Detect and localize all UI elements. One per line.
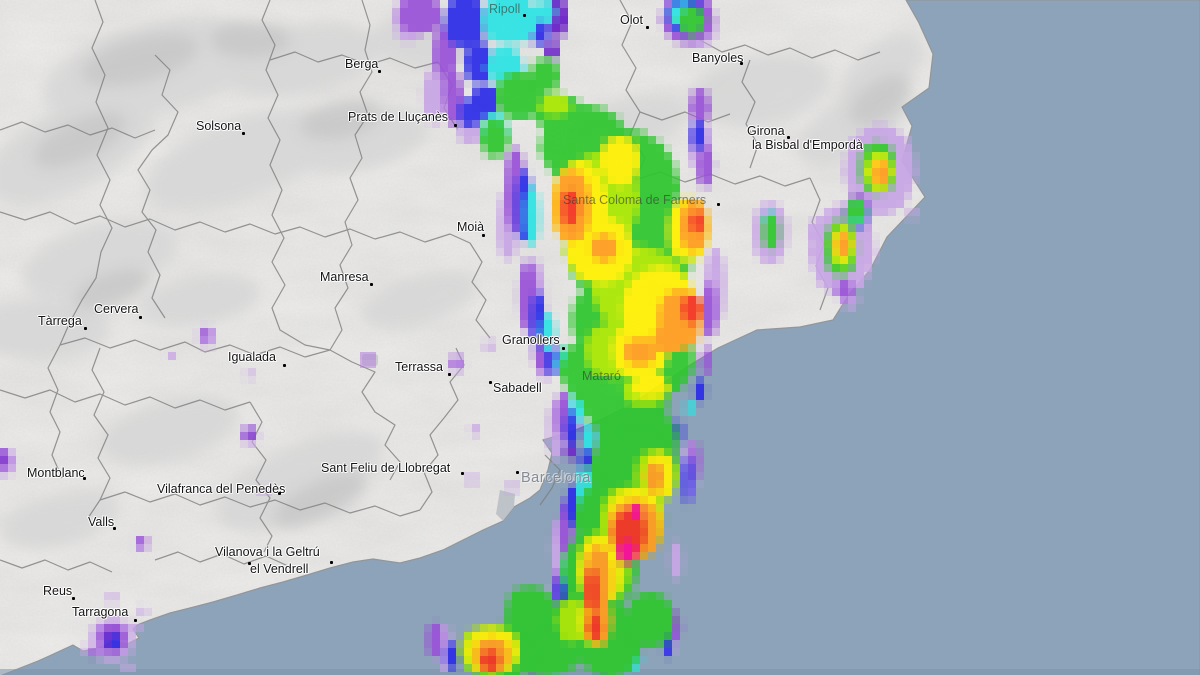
city-label-el-vendrell: el Vendrell: [250, 562, 309, 576]
city-dot: [330, 561, 333, 564]
city-dot: [562, 347, 565, 350]
city-label-igualada: Igualada: [228, 350, 276, 364]
city-label-matar-: Mataró: [582, 369, 621, 383]
city-label-montblanc: Montblanc: [27, 466, 85, 480]
city-dot: [370, 283, 373, 286]
city-label-vilanova-i-la-geltr-: Vilanova i la Geltrú: [215, 545, 320, 559]
city-dot: [787, 136, 790, 139]
city-label-manresa: Manresa: [320, 270, 369, 284]
city-label-prats-de-llu-an-s: Prats de Lluçanès: [348, 110, 449, 124]
city-dot: [84, 327, 87, 330]
city-dot: [454, 124, 457, 127]
city-dot: [242, 132, 245, 135]
city-dot: [740, 62, 743, 65]
city-dot: [482, 234, 485, 237]
city-label-tarragona: Tarragona: [72, 605, 129, 619]
city-label-sant-feliu-de-llobregat: Sant Feliu de Llobregat: [321, 461, 451, 475]
city-dot: [113, 527, 116, 530]
city-dot: [283, 364, 286, 367]
city-dot: [448, 373, 451, 376]
city-label-barcelona: Barcelona: [521, 470, 591, 486]
city-dot: [378, 70, 381, 73]
city-label-valls: Valls: [88, 515, 115, 529]
city-dot: [139, 316, 142, 319]
city-dot: [646, 26, 649, 29]
city-dot: [523, 14, 526, 17]
city-dot: [134, 619, 137, 622]
city-label-olot: Olot: [620, 13, 643, 27]
city-label-granollers: Granollers: [502, 333, 560, 347]
city-label-ripoll: Ripoll: [489, 2, 521, 16]
city-label-girona: Girona: [747, 124, 785, 138]
city-label-cervera: Cervera: [94, 302, 139, 316]
city-label-banyoles: Banyoles: [692, 51, 744, 65]
city-dot: [72, 597, 75, 600]
city-dot: [516, 471, 519, 474]
city-label-vilafranca-del-pened-s: Vilafranca del Penedès: [157, 482, 286, 496]
city-label-moi-: Moià: [457, 220, 485, 234]
city-label-la-bisbal-d-empord-: la Bisbal d'Empordà: [752, 138, 863, 152]
city-label-reus: Reus: [43, 584, 73, 598]
city-dot: [461, 472, 464, 475]
city-dot: [717, 203, 720, 206]
city-dot: [489, 381, 492, 384]
city-label-terrassa: Terrassa: [395, 360, 443, 374]
city-label-santa-coloma-de-farners: Santa Coloma de Farners: [563, 193, 707, 207]
city-dot: [278, 492, 281, 495]
city-label-berga: Berga: [345, 57, 379, 71]
city-label-t-rrega: Tàrrega: [38, 314, 82, 328]
city-label-solsona: Solsona: [196, 119, 242, 133]
city-dot: [83, 477, 86, 480]
city-dot: [248, 562, 251, 565]
city-label-sabadell: Sabadell: [493, 381, 542, 395]
